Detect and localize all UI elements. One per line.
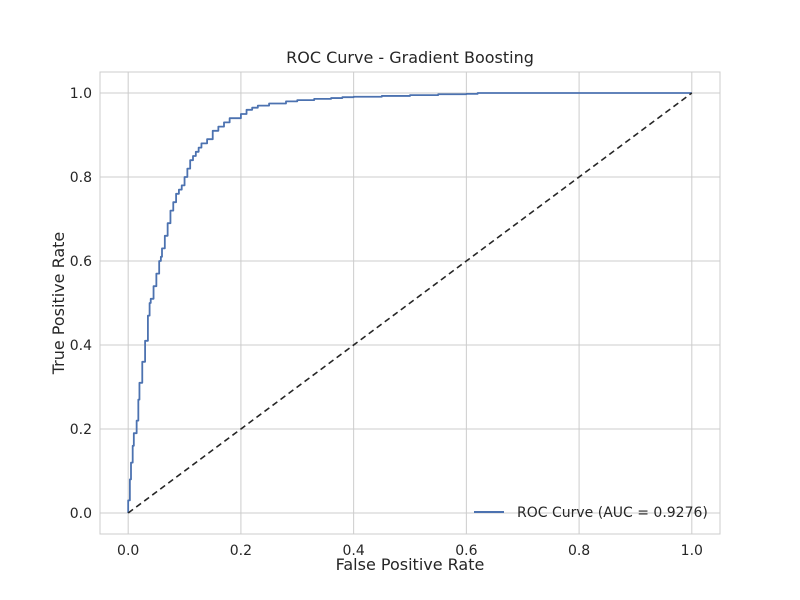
grid (100, 72, 720, 534)
x-tick-label: 0.2 (230, 543, 252, 559)
x-tick-label: 0.8 (568, 543, 590, 559)
series-layer (127, 92, 693, 514)
y-tick-label: 1.0 (70, 86, 92, 102)
roc-curve-line (127, 92, 692, 513)
chart-title: ROC Curve - Gradient Boosting (286, 48, 534, 67)
y-tick-label: 0.0 (70, 506, 92, 522)
x-tick-label: 1.0 (681, 543, 703, 559)
y-tick-label: 0.4 (70, 338, 92, 354)
x-tick-label: 0.6 (455, 543, 477, 559)
y-tick-label: 0.6 (70, 254, 92, 270)
random-baseline-line (127, 92, 693, 514)
x-tick-label: 0.0 (117, 543, 139, 559)
x-tick-label: 0.4 (343, 543, 365, 559)
y-tick-label: 0.8 (70, 170, 92, 186)
tick-labels: 0.0 0.2 0.4 0.6 0.8 1.0 0.0 0.2 0.4 0.6 0.8 1.0 (70, 86, 703, 559)
legend-label-roc: ROC Curve (AUC = 0.9276) (517, 505, 708, 521)
y-tick-label: 0.2 (70, 422, 92, 438)
legend: ROC Curve (AUC = 0.9276) (474, 505, 708, 521)
y-axis-label: True Positive Rate (49, 232, 68, 376)
x-axis-label: False Positive Rate (336, 555, 485, 574)
plot-frame (99, 71, 721, 535)
